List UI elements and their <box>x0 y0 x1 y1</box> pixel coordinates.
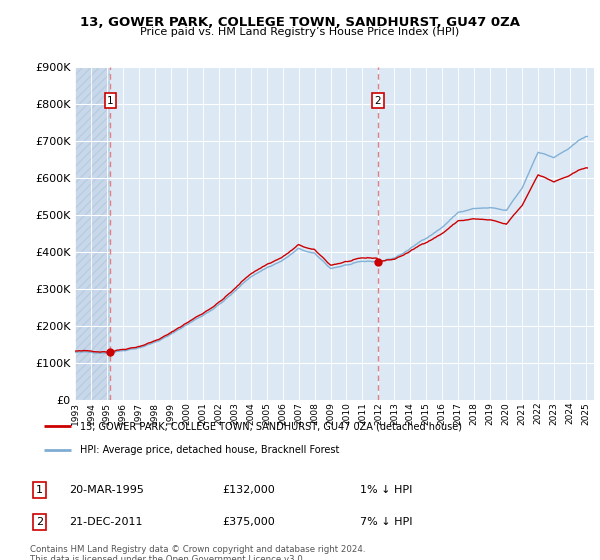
Text: 7% ↓ HPI: 7% ↓ HPI <box>360 517 413 527</box>
Text: HPI: Average price, detached house, Bracknell Forest: HPI: Average price, detached house, Brac… <box>80 445 339 455</box>
Text: £132,000: £132,000 <box>222 485 275 495</box>
Text: Contains HM Land Registry data © Crown copyright and database right 2024.
This d: Contains HM Land Registry data © Crown c… <box>30 545 365 560</box>
Text: £375,000: £375,000 <box>222 517 275 527</box>
Text: 13, GOWER PARK, COLLEGE TOWN, SANDHURST, GU47 0ZA: 13, GOWER PARK, COLLEGE TOWN, SANDHURST,… <box>80 16 520 29</box>
Text: 1% ↓ HPI: 1% ↓ HPI <box>360 485 412 495</box>
Text: 1: 1 <box>107 96 114 105</box>
Text: Price paid vs. HM Land Registry’s House Price Index (HPI): Price paid vs. HM Land Registry’s House … <box>140 27 460 37</box>
Text: 1: 1 <box>36 485 43 495</box>
Text: 2: 2 <box>36 517 43 527</box>
Text: 20-MAR-1995: 20-MAR-1995 <box>69 485 144 495</box>
Text: 2: 2 <box>374 96 381 105</box>
Text: 21-DEC-2011: 21-DEC-2011 <box>69 517 143 527</box>
Text: 13, GOWER PARK, COLLEGE TOWN, SANDHURST, GU47 0ZA (detached house): 13, GOWER PARK, COLLEGE TOWN, SANDHURST,… <box>80 421 461 431</box>
